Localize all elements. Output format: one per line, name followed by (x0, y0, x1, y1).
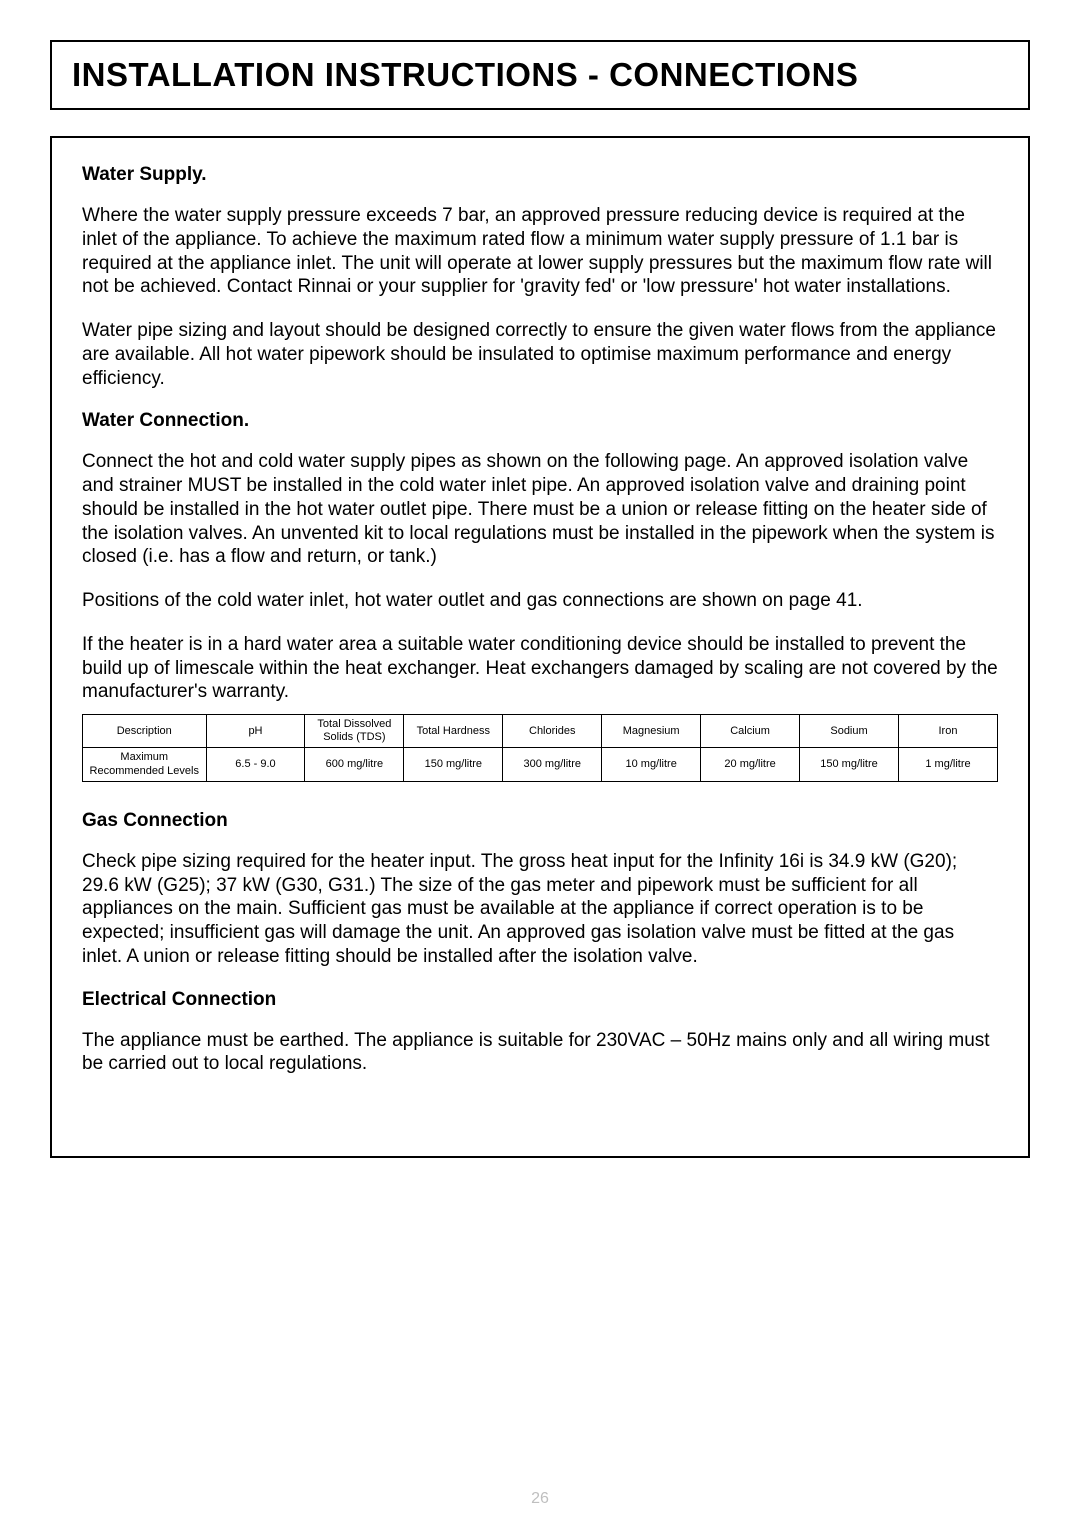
val-calcium: 20 mg/litre (701, 748, 800, 781)
val-sodium: 150 mg/litre (800, 748, 899, 781)
water-supply-heading: Water Supply. (82, 164, 998, 186)
val-chlorides: 300 mg/litre (503, 748, 602, 781)
col-ph: pH (206, 715, 305, 748)
water-connection-p1: Connect the hot and cold water supply pi… (82, 450, 998, 569)
gas-connection-heading: Gas Connection (82, 810, 998, 832)
row-label: Maximum Recommended Levels (83, 748, 207, 781)
water-connection-p3: If the heater is in a hard water area a … (82, 633, 998, 704)
table-header-row: Description pH Total Dissolved Solids (T… (83, 715, 998, 748)
water-quality-table: Description pH Total Dissolved Solids (T… (82, 714, 998, 782)
col-sodium: Sodium (800, 715, 899, 748)
val-iron: 1 mg/litre (898, 748, 997, 781)
water-connection-heading: Water Connection. (82, 410, 998, 432)
col-tds: Total Dissolved Solids (TDS) (305, 715, 404, 748)
val-magnesium: 10 mg/litre (602, 748, 701, 781)
water-connection-p2: Positions of the cold water inlet, hot w… (82, 589, 998, 613)
col-iron: Iron (898, 715, 997, 748)
water-supply-p1: Where the water supply pressure exceeds … (82, 204, 998, 299)
water-supply-p2: Water pipe sizing and layout should be d… (82, 319, 998, 390)
col-calcium: Calcium (701, 715, 800, 748)
col-description: Description (83, 715, 207, 748)
page-title: INSTALLATION INSTRUCTIONS - CONNECTIONS (72, 56, 1008, 94)
col-hardness: Total Hardness (404, 715, 503, 748)
content-box: Water Supply. Where the water supply pre… (50, 136, 1030, 1158)
electrical-connection-heading: Electrical Connection (82, 989, 998, 1011)
page-number: 26 (0, 1490, 1080, 1508)
val-hardness: 150 mg/litre (404, 748, 503, 781)
col-chlorides: Chlorides (503, 715, 602, 748)
col-magnesium: Magnesium (602, 715, 701, 748)
val-tds: 600 mg/litre (305, 748, 404, 781)
table-row: Maximum Recommended Levels 6.5 - 9.0 600… (83, 748, 998, 781)
gas-connection-p1: Check pipe sizing required for the heate… (82, 850, 998, 969)
electrical-connection-p1: The appliance must be earthed. The appli… (82, 1029, 998, 1077)
title-box: INSTALLATION INSTRUCTIONS - CONNECTIONS (50, 40, 1030, 110)
val-ph: 6.5 - 9.0 (206, 748, 305, 781)
